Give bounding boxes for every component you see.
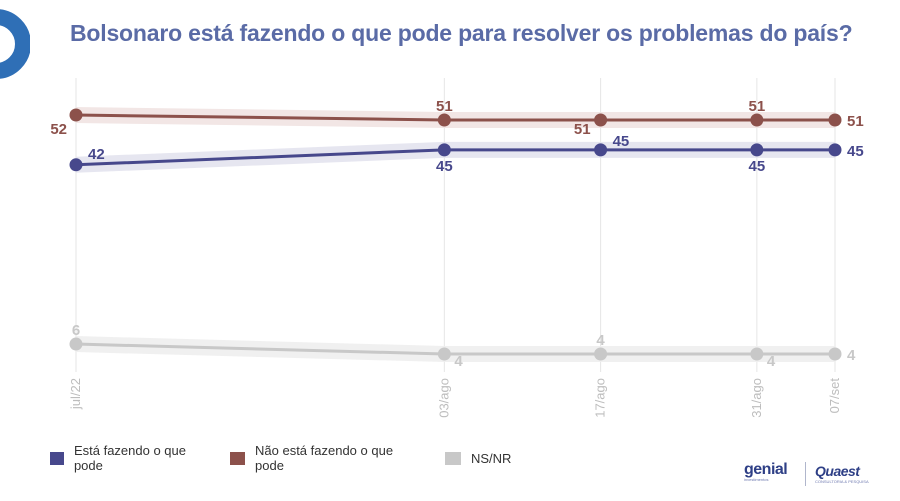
data-label: 6 bbox=[72, 322, 80, 339]
data-label: 45 bbox=[847, 143, 864, 160]
data-label: 51 bbox=[574, 121, 591, 138]
confidence-band bbox=[76, 336, 835, 362]
data-label: 45 bbox=[436, 158, 453, 175]
genial-subtitle: investimentos bbox=[744, 477, 769, 482]
data-point bbox=[437, 113, 451, 127]
genial-logo: genial investimentos bbox=[744, 461, 788, 482]
data-point bbox=[594, 347, 608, 361]
data-point bbox=[828, 143, 842, 157]
confidence-band bbox=[76, 107, 835, 128]
data-label: 42 bbox=[88, 146, 105, 163]
legend-label: Não está fazendo o que pode bbox=[255, 443, 394, 473]
x-tick-label: 07/set bbox=[827, 378, 842, 414]
data-label: 4 bbox=[767, 353, 776, 370]
confidence-bands bbox=[76, 107, 835, 362]
confidence-band bbox=[76, 141, 835, 173]
x-tick-label: 31/ago bbox=[749, 378, 764, 418]
data-point bbox=[750, 347, 764, 361]
data-label: 45 bbox=[749, 158, 766, 175]
data-label: 51 bbox=[847, 113, 864, 130]
quaest-wordmark: Quaest bbox=[815, 463, 860, 479]
data-label: 51 bbox=[749, 98, 766, 115]
legend-label: NS/NR bbox=[471, 450, 512, 466]
data-label: 4 bbox=[454, 353, 463, 370]
data-point bbox=[69, 337, 83, 351]
x-axis-ticks: jul/22 03/ago 17/ago 31/ago 07/set bbox=[68, 378, 842, 418]
data-point bbox=[437, 347, 451, 361]
quaest-logo: Quaest CONSULTORIA & PESQUISA bbox=[815, 463, 869, 484]
quaest-subtitle: CONSULTORIA & PESQUISA bbox=[815, 479, 869, 484]
data-point bbox=[437, 143, 451, 157]
chart-legend: Está fazendo o que pode Não está fazendo… bbox=[50, 443, 541, 473]
legend-item-nsnr: NS/NR bbox=[445, 443, 511, 473]
legend-item-nao-esta-fazendo: Não está fazendo o que pode bbox=[230, 443, 415, 473]
brand-divider bbox=[805, 462, 806, 486]
data-point bbox=[69, 158, 83, 172]
data-point bbox=[750, 143, 764, 157]
data-point bbox=[828, 347, 842, 361]
corner-logo-icon bbox=[0, 9, 30, 79]
data-point bbox=[750, 113, 764, 127]
x-tick-label: 17/ago bbox=[593, 378, 608, 418]
data-points bbox=[69, 108, 842, 361]
x-tick-label: 03/ago bbox=[436, 378, 451, 418]
data-label: 51 bbox=[436, 98, 453, 115]
series-lines bbox=[75, 113, 835, 356]
x-tick-label: jul/22 bbox=[68, 378, 83, 410]
data-labels: 6 4 4 4 4 42 45 45 45 45 52 51 51 51 51 bbox=[50, 98, 863, 370]
data-point bbox=[594, 113, 608, 127]
genial-wordmark: genial bbox=[744, 461, 788, 478]
data-point bbox=[69, 108, 83, 122]
legend-item-esta-fazendo: Está fazendo o que pode bbox=[50, 443, 200, 473]
legend-label: Está fazendo o que pode bbox=[73, 443, 186, 473]
legend-swatch bbox=[445, 451, 461, 465]
data-point bbox=[828, 113, 842, 127]
data-label: 45 bbox=[613, 133, 630, 150]
page-title: Bolsonaro está fazendo o que pode para r… bbox=[70, 20, 853, 46]
line-chart: 6 4 4 4 4 42 45 45 45 45 52 51 51 51 51 jul/22 03/ago 17… bbox=[50, 78, 864, 418]
legend-swatch bbox=[50, 451, 64, 465]
data-point bbox=[594, 143, 608, 157]
data-label: 52 bbox=[50, 121, 67, 138]
data-label: 4 bbox=[596, 332, 605, 349]
data-label: 4 bbox=[847, 347, 856, 364]
legend-swatch bbox=[230, 451, 245, 465]
